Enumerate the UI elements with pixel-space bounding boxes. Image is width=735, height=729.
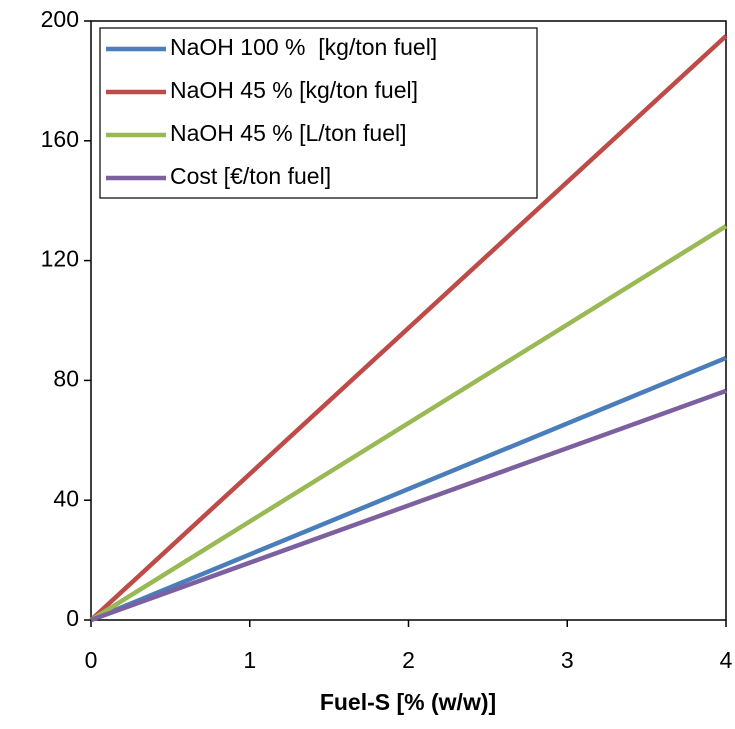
y-tick-label: 80 — [53, 365, 79, 391]
x-tick-label: 0 — [85, 647, 98, 673]
legend-box — [99, 27, 538, 199]
x-tick-label: 3 — [561, 647, 574, 673]
series-line — [89, 224, 728, 622]
series-line — [89, 34, 728, 622]
y-tick-label: 40 — [53, 485, 79, 511]
x-axis-label: Fuel-S [% (w/w)] — [320, 689, 496, 715]
legend-label: Cost [€/ton fuel] — [170, 163, 331, 189]
legend-label: NaOH 100 % [kg/ton fuel] — [170, 34, 437, 60]
legend-label: NaOH 45 % [kg/ton fuel] — [170, 77, 418, 103]
y-tick-label: 0 — [66, 605, 79, 631]
plot-frame — [90, 20, 727, 621]
y-tick-label: 200 — [41, 6, 79, 32]
x-tick-label: 2 — [402, 647, 415, 673]
legend-label: NaOH 45 % [L/ton fuel] — [170, 120, 407, 146]
series-line — [90, 355, 727, 623]
y-tick-label: 160 — [41, 126, 79, 152]
x-tick-label: 1 — [243, 647, 256, 673]
series-line — [90, 388, 727, 623]
x-tick-label: 4 — [720, 647, 733, 673]
y-tick-label: 120 — [41, 246, 79, 272]
